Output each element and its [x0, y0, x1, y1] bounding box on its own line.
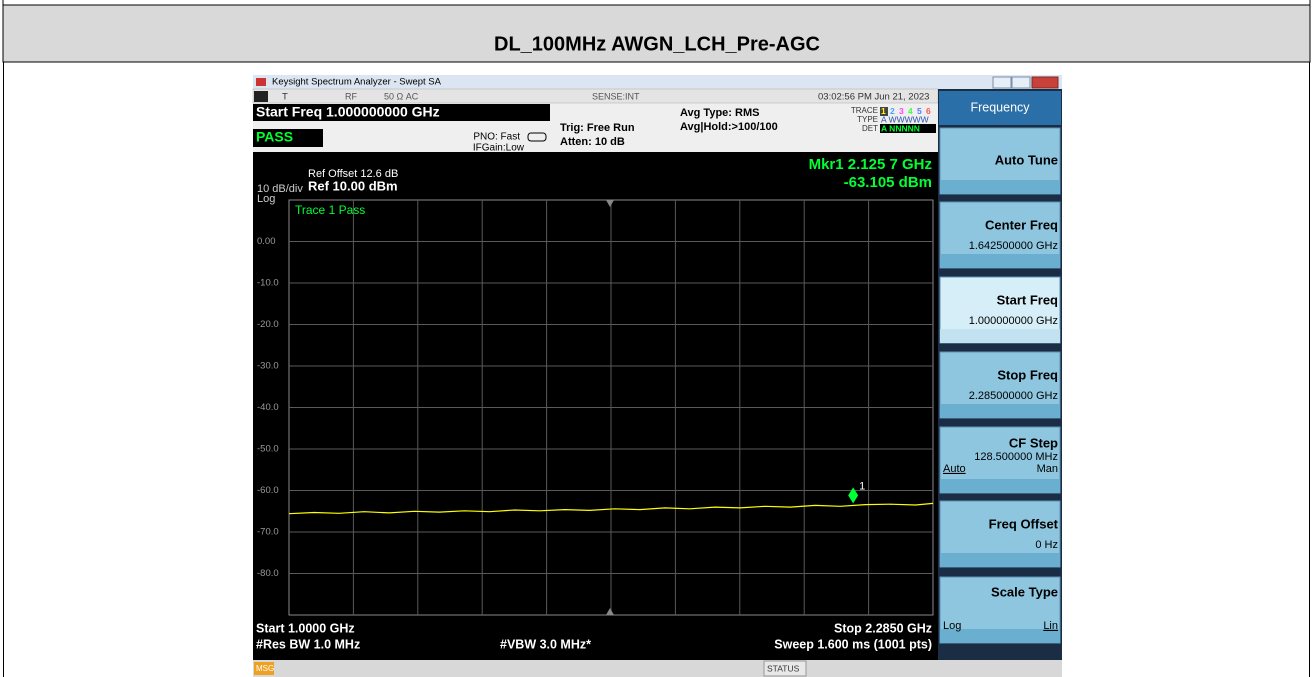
avg-hold: Avg|Hold:>100/100 — [680, 121, 778, 133]
display — [253, 152, 938, 660]
sweep: Sweep 1.600 ms (1001 pts) — [774, 637, 932, 651]
trace-digit: 1 — [881, 106, 886, 116]
marker-frequency: Mkr1 2.125 7 GHz — [809, 156, 932, 173]
scale: 10 dB/div — [257, 183, 303, 195]
type-value: A WWWWW — [881, 114, 929, 124]
y-tick-label: -50.0 — [257, 444, 279, 455]
previous-row — [2, 0, 1311, 6]
input: RF — [345, 91, 357, 101]
trig-indicator: T — [282, 92, 288, 103]
y-tick-label: -20.0 — [257, 319, 279, 330]
start-freq: Start Freq 1.000000000 GHz — [256, 104, 440, 120]
vbw: #VBW 3.0 MHz* — [500, 637, 591, 651]
softkey-value: 0 Hz — [1035, 539, 1058, 551]
softkey-shade — [940, 329, 1060, 343]
header-row — [2, 4, 1311, 63]
pno-icon — [527, 132, 547, 142]
det-box — [880, 124, 936, 133]
msg-box — [254, 662, 274, 675]
y-tick-label: -80.0 — [257, 568, 279, 579]
y-tick-label: -70.0 — [257, 527, 279, 538]
start-freq-box — [253, 104, 550, 121]
y-tick-label: -40.0 — [257, 402, 279, 413]
datetime: 03:02:56 PM Jun 21, 2023 — [818, 92, 929, 103]
trace — [288, 502, 934, 515]
title-bar — [253, 75, 1062, 89]
y-tick-label: -30.0 — [257, 361, 279, 372]
center-indicator — [606, 608, 614, 615]
y-tick-label: -60.0 — [257, 485, 279, 496]
rbw: #Res BW 1.0 MHz — [256, 637, 360, 651]
status-box — [763, 660, 807, 677]
trace-label: TRACE — [851, 106, 878, 115]
pno: PNO: Fast — [473, 132, 520, 143]
avg-type: Avg Type: RMS — [680, 107, 759, 119]
ref-level: Ref 10.00 dBm — [308, 178, 398, 193]
status: STATUS — [767, 663, 800, 673]
trace-digit: 3 — [899, 106, 904, 116]
trace-digit: 2 — [890, 106, 895, 116]
pass-box — [253, 129, 323, 147]
softkey-option[interactable]: Auto — [943, 463, 966, 475]
softkey-value: 1.000000000 GHz — [969, 315, 1058, 327]
trace-status: Trace 1 Pass — [295, 203, 365, 217]
softkey-label: Center Freq — [985, 217, 1058, 232]
softkey-option[interactable]: Lin — [1043, 620, 1058, 632]
start: Start 1.0000 GHz — [256, 621, 355, 635]
document-title: DL_100MHz AWGN_LCH_Pre-AGC — [494, 33, 820, 55]
maximize-button[interactable] — [1011, 76, 1031, 89]
xi-icon — [254, 91, 268, 102]
det-label: DET — [862, 124, 878, 133]
marker-number: 1 — [859, 480, 865, 492]
softkey-label: Start Freq — [997, 292, 1058, 307]
softkey-label: Stop Freq — [997, 367, 1058, 382]
softkey-shade — [940, 553, 1060, 567]
menu-title: Frequency — [970, 100, 1030, 114]
marker — [848, 487, 859, 504]
ref-offset: Ref Offset 12.6 dB — [308, 168, 398, 180]
softkey-shade — [940, 404, 1060, 418]
trace-digit-box — [880, 107, 888, 116]
softkey-value: 1.642500000 GHz — [969, 240, 1058, 252]
softkey-shade — [940, 254, 1060, 268]
center-indicator — [606, 200, 614, 207]
softkey-label: Scale Type — [991, 584, 1058, 599]
status-bar — [253, 660, 1062, 677]
softkey-value: 128.500000 MHz — [974, 451, 1058, 463]
trace-digit: 6 — [926, 106, 931, 116]
minimize-button[interactable] — [992, 76, 1012, 89]
app-icon — [256, 78, 266, 86]
y-tick-label: -10.0 — [257, 278, 279, 289]
close-button[interactable] — [1031, 76, 1059, 89]
scale-type: Log — [257, 193, 275, 205]
softkey-shade — [940, 180, 1060, 194]
softkey-option[interactable]: Log — [943, 620, 961, 632]
trace-digit: 5 — [917, 106, 922, 116]
softkey-option[interactable]: Man — [1037, 463, 1058, 475]
trace-digit: 4 — [908, 106, 913, 116]
atten: Atten: 10 dB — [560, 136, 625, 148]
softkey-label: Auto Tune — [995, 152, 1058, 167]
msg: MSG — [256, 664, 274, 673]
stop: Stop 2.2850 GHz — [834, 621, 932, 635]
softkey-shade — [940, 629, 1060, 643]
menu-title-box — [939, 91, 1061, 125]
marker-amplitude: -63.105 dBm — [844, 174, 932, 191]
softkey-label: Freq Offset — [989, 516, 1059, 531]
softkey-value: 2.285000000 GHz — [969, 390, 1058, 402]
trig: Trig: Free Run — [560, 122, 635, 134]
ifgain: IFGain:Low — [473, 143, 525, 154]
window-title: Keysight Spectrum Analyzer - Swept SA — [272, 77, 442, 88]
y-tick-label: 0.00 — [257, 236, 276, 247]
softkey-shade — [940, 479, 1060, 493]
pass: PASS — [256, 129, 293, 145]
sense: SENSE:INT — [592, 91, 640, 101]
type-label: TYPE — [857, 115, 878, 124]
softkey-label: CF Step — [1009, 435, 1058, 450]
det-value: A NNNNN — [881, 123, 920, 133]
impedance: 50 Ω AC — [384, 91, 419, 101]
